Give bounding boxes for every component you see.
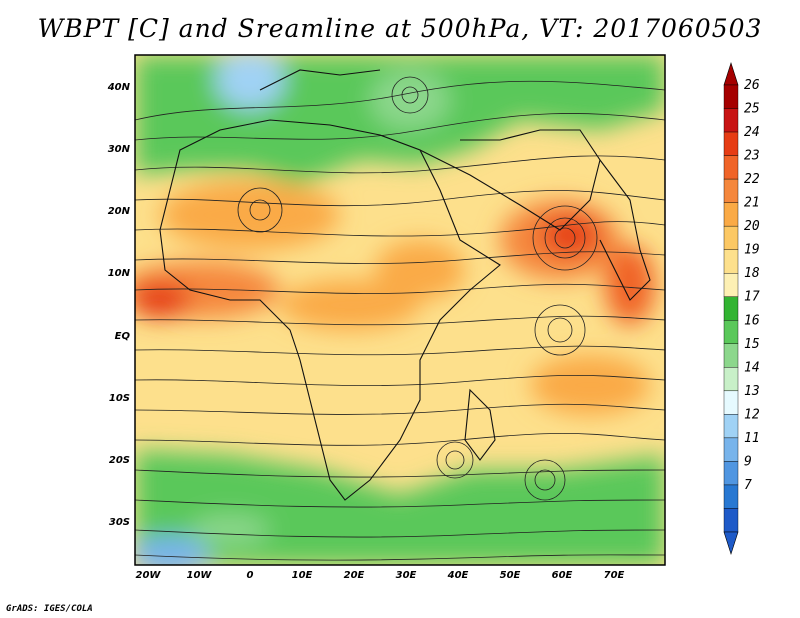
colorbar-swatch [723,390,739,415]
colorbar-label: 11 [744,431,760,446]
map-frame [134,54,666,566]
colorbar-swatch [723,108,739,133]
lat-tick: 20N [108,206,131,217]
colorbar-swatch [723,343,739,368]
colorbar-swatch [723,320,739,344]
colorbar-swatch [723,414,739,439]
colorbar-label: 18 [744,266,760,281]
colorbar-label: 12 [744,407,760,422]
lon-tick: 10E [292,570,313,581]
lat-tick: 40N [107,82,131,93]
colorbar-swatch [723,131,739,156]
colorbar-label: 20 [744,219,760,234]
lon-tick: 50E [500,570,521,581]
latitude-axis: 40N 30N 20N 10N EQ 10S 20S 30S [107,82,131,528]
colorbar-swatch [723,225,739,250]
colorbar-bottom-arrow [723,531,739,555]
lon-tick: 30E [396,570,417,581]
lon-tick: 60E [552,570,573,581]
lon-tick: 0 [247,570,254,581]
colorbar-swatch [723,84,739,109]
map-title: WBPT [C] and Sreamline at 500hPa, VT: 20… [37,14,763,43]
colorbar-swatch [723,273,739,297]
colorbar-label: 21 [744,196,760,211]
colorbar-swatch [723,461,739,486]
colorbar-swatch [723,437,739,462]
colorbar-swatch [723,249,739,274]
colorbar-label: 24 [744,125,760,140]
lon-tick: 10W [187,570,213,581]
lon-tick: 20E [344,570,365,581]
colorbar-label: 17 [744,290,760,305]
streamlines [135,76,665,561]
colorbar-swatch [723,508,739,533]
colorbar-top-arrow [723,62,739,86]
colorbar-label: 19 [744,243,760,258]
lat-tick: EQ [115,331,131,342]
lat-tick: 30N [108,144,131,155]
lat-tick: 10S [109,393,130,404]
colorbar-label: 7 [744,478,752,493]
footer-credit: GrADS: IGES/COLA [6,604,93,614]
colorbar: 26 25 24 23 22 21 20 19 18 17 16 15 14 13 12 11 9 7 [723,62,760,555]
colorbar-swatch [723,202,739,227]
colorbar-label: 22 [744,172,760,187]
colorbar-label: 23 [744,149,760,164]
colorbar-label: 15 [744,337,760,352]
colorbar-swatch [723,178,739,203]
colorbar-label: 16 [744,313,760,328]
colorbar-label: 13 [744,384,760,399]
lon-tick: 20W [136,570,162,581]
lat-tick: 30S [109,517,130,528]
lat-tick: 10N [108,268,131,279]
colorbar-label: 26 [744,78,760,93]
colorbar-swatch [723,296,739,321]
lon-tick: 70E [604,570,625,581]
longitude-axis: 20W 10W 0 10E 20E 30E 40E 50E 60E 70E [136,570,625,581]
colorbar-label: 25 [744,102,760,117]
coastlines [159,69,651,501]
colorbar-swatch [723,155,739,180]
colorbar-swatch [723,367,739,392]
colorbar-label: 9 [744,454,752,469]
wbpt-field [135,55,665,565]
lat-tick: 20S [109,455,130,466]
lon-tick: 40E [447,570,469,581]
colorbar-swatch [723,484,739,509]
colorbar-label: 14 [744,360,760,375]
